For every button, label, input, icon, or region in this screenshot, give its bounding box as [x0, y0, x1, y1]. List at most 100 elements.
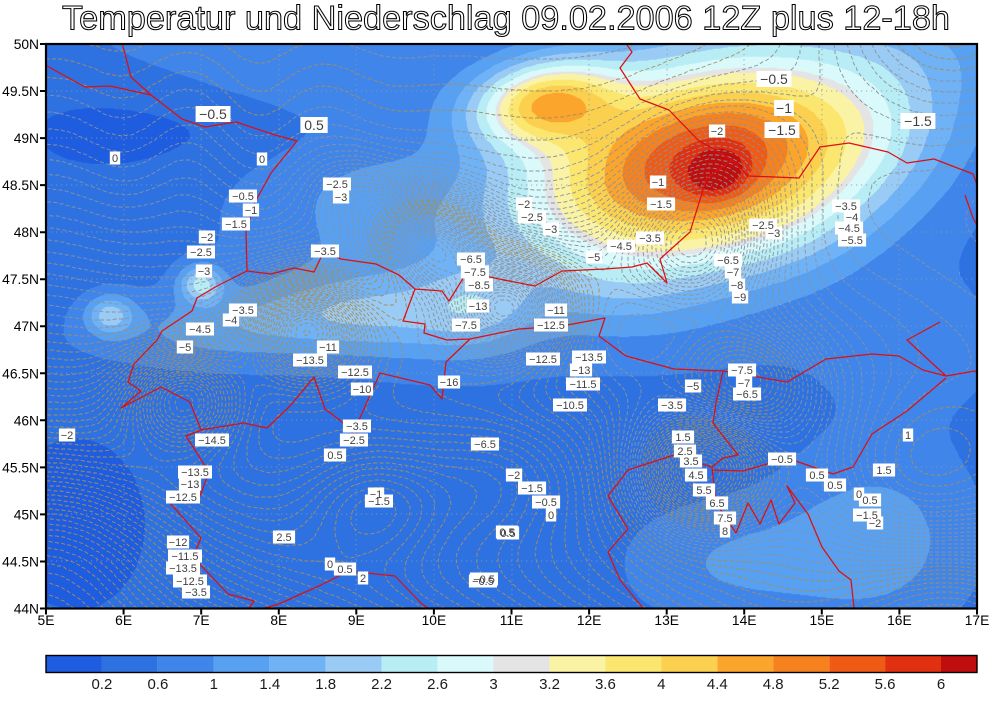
svg-text:−3: −3: [768, 228, 781, 240]
svg-text:0.5: 0.5: [337, 564, 352, 576]
svg-text:−13.5: −13.5: [575, 352, 603, 364]
svg-text:−0.5: −0.5: [232, 191, 254, 203]
svg-text:8: 8: [722, 526, 728, 538]
svg-text:−2.5: −2.5: [521, 212, 543, 224]
svg-text:3.2: 3.2: [539, 676, 560, 693]
svg-text:−2.5: −2.5: [326, 179, 348, 191]
svg-text:−5: −5: [687, 381, 700, 393]
svg-text:−7: −7: [727, 267, 740, 279]
svg-text:−1.5: −1.5: [368, 496, 390, 508]
svg-text:−10: −10: [353, 384, 372, 396]
svg-text:−2: −2: [61, 430, 74, 442]
svg-text:0.5: 0.5: [499, 527, 514, 539]
svg-text:4.5: 4.5: [688, 470, 703, 482]
svg-text:44N: 44N: [14, 602, 39, 617]
svg-text:−0.5: −0.5: [472, 576, 494, 588]
svg-text:−2.5: −2.5: [343, 435, 365, 447]
svg-text:−13.5: −13.5: [169, 563, 197, 575]
svg-text:−1.5: −1.5: [521, 483, 543, 495]
svg-text:2.5: 2.5: [677, 446, 692, 458]
svg-text:3.6: 3.6: [595, 676, 616, 693]
svg-text:−3: −3: [545, 224, 558, 236]
svg-text:−13: −13: [469, 301, 488, 313]
svg-text:4.8: 4.8: [763, 676, 784, 693]
svg-text:−2.5: −2.5: [752, 220, 774, 232]
svg-text:0: 0: [856, 489, 862, 501]
svg-text:−11.5: −11.5: [569, 379, 596, 391]
svg-text:−3: −3: [335, 192, 348, 204]
svg-text:0.5: 0.5: [327, 450, 342, 462]
svg-text:−3.5: −3.5: [314, 246, 336, 258]
svg-text:13E: 13E: [654, 613, 679, 628]
svg-text:2: 2: [360, 573, 366, 585]
svg-text:−5: −5: [588, 252, 601, 264]
svg-text:−3.5: −3.5: [185, 587, 207, 599]
svg-text:−6.5: −6.5: [460, 254, 482, 266]
svg-text:−6.5: −6.5: [717, 255, 739, 267]
svg-text:6E: 6E: [115, 613, 132, 628]
svg-text:−3.5: −3.5: [232, 305, 254, 317]
svg-text:−2: −2: [201, 232, 214, 244]
svg-text:44.5N: 44.5N: [2, 555, 39, 570]
svg-text:1.5: 1.5: [675, 432, 690, 444]
svg-text:45.5N: 45.5N: [2, 460, 39, 475]
svg-text:−4.5: −4.5: [838, 223, 860, 235]
svg-text:45N: 45N: [14, 507, 39, 522]
svg-text:14E: 14E: [732, 613, 757, 628]
svg-text:0.6: 0.6: [147, 676, 168, 693]
svg-text:9E: 9E: [348, 613, 365, 628]
svg-text:46.5N: 46.5N: [2, 366, 39, 381]
svg-text:−1.5: −1.5: [904, 113, 932, 129]
svg-text:−1.5: −1.5: [650, 199, 672, 211]
svg-text:−4: −4: [225, 315, 238, 327]
svg-text:6: 6: [937, 676, 945, 693]
svg-text:1.8: 1.8: [315, 676, 336, 693]
svg-text:−13.5: −13.5: [181, 467, 209, 479]
svg-text:−7.5: −7.5: [464, 267, 486, 279]
svg-text:0: 0: [259, 154, 265, 166]
svg-text:−3.5: −3.5: [346, 421, 368, 433]
svg-text:15E: 15E: [810, 613, 835, 628]
svg-text:8E: 8E: [270, 613, 287, 628]
svg-text:0: 0: [327, 559, 333, 571]
svg-text:−1.5: −1.5: [768, 122, 796, 138]
svg-text:−4.5: −4.5: [189, 324, 211, 336]
svg-text:48.5N: 48.5N: [2, 178, 39, 193]
svg-text:−7.5: −7.5: [455, 320, 477, 332]
svg-text:−3: −3: [198, 266, 211, 278]
svg-text:−13: −13: [572, 365, 591, 377]
svg-text:50N: 50N: [14, 37, 39, 52]
svg-text:−4: −4: [846, 212, 859, 224]
svg-text:4.4: 4.4: [707, 676, 728, 693]
svg-text:−8.5: −8.5: [468, 280, 490, 292]
svg-text:−10.5: −10.5: [556, 400, 584, 412]
svg-text:−1: −1: [776, 100, 792, 116]
svg-text:−1: −1: [652, 177, 665, 189]
svg-text:−3.5: −3.5: [661, 400, 683, 412]
svg-text:−2: −2: [869, 518, 882, 530]
svg-text:−0.5: −0.5: [473, 574, 495, 586]
svg-text:7E: 7E: [193, 613, 210, 628]
svg-text:0.5: 0.5: [809, 470, 824, 482]
svg-text:−8: −8: [731, 280, 744, 292]
svg-text:4: 4: [657, 676, 665, 693]
svg-text:5.5: 5.5: [696, 485, 711, 497]
svg-text:−13.5: −13.5: [296, 355, 324, 367]
svg-text:1.5: 1.5: [876, 465, 891, 477]
svg-text:−16: −16: [440, 377, 459, 389]
svg-text:0: 0: [112, 153, 118, 165]
svg-text:0.5: 0.5: [862, 495, 877, 507]
svg-text:−1.5: −1.5: [225, 219, 247, 231]
svg-text:−12.5: −12.5: [537, 320, 565, 332]
svg-text:10E: 10E: [422, 613, 447, 628]
svg-text:−2: −2: [518, 199, 531, 211]
svg-text:−11.5: −11.5: [171, 551, 198, 563]
svg-text:16E: 16E: [887, 613, 912, 628]
svg-text:2.5: 2.5: [276, 532, 291, 544]
svg-text:−5: −5: [179, 342, 192, 354]
svg-text:−2.5: −2.5: [190, 247, 212, 259]
svg-text:5.2: 5.2: [819, 676, 840, 693]
svg-text:48N: 48N: [14, 225, 39, 240]
svg-text:17E: 17E: [965, 613, 990, 628]
svg-text:46N: 46N: [14, 413, 39, 428]
